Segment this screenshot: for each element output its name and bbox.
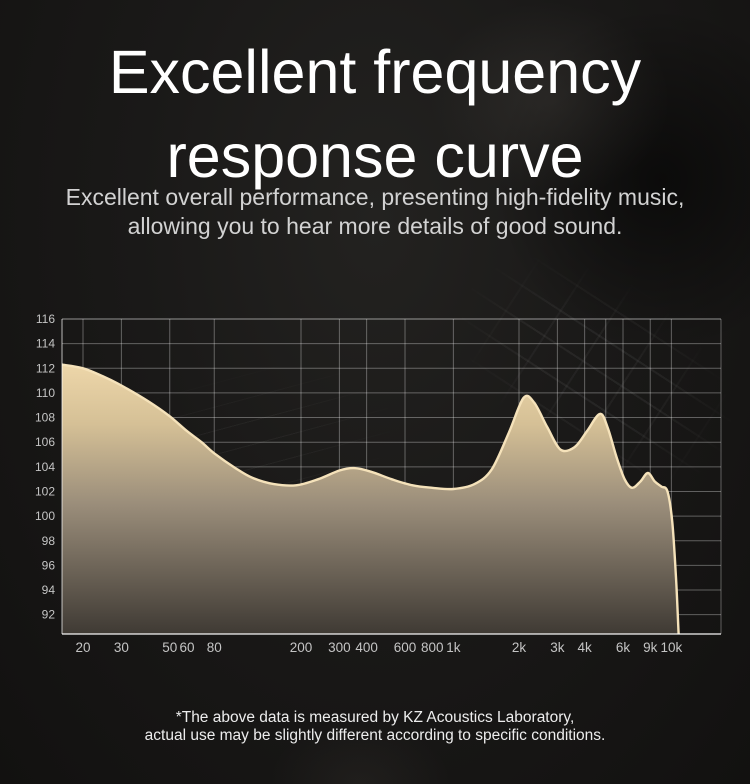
y-tick-label: 92 (42, 608, 56, 622)
footnote-line1: *The above data is measured by KZ Acoust… (175, 709, 575, 726)
x-axis-labels: 20 30 50 60 80 200 300 400 600 800 1k 2k 3k 4k 6k 9k 10k (75, 640, 682, 655)
x-tick-label: 2k (512, 640, 527, 655)
y-tick-label: 114 (36, 337, 55, 351)
page-title-line1: Excellent frequency (108, 38, 642, 106)
frequency-response-chart-svg: 116 114 112 110 108 106 104 102 100 98 96 94 92 20 30… (35, 312, 722, 655)
guitarist-arm-highlight (380, 0, 720, 240)
page-subtitle: Excellent overall performance, presentin… (0, 183, 750, 241)
chart-axes (61, 319, 721, 635)
y-tick-label: 116 (36, 312, 55, 326)
y-tick-label: 98 (42, 534, 56, 548)
x-tick-label: 1k (446, 640, 461, 655)
y-tick-label: 102 (35, 484, 55, 498)
page-subtitle-line2: allowing you to hear more details of goo… (127, 213, 623, 239)
x-tick-label: 10k (660, 640, 682, 655)
x-tick-label: 300 (328, 640, 351, 655)
guitarist-silhouette (430, 0, 750, 420)
x-tick-label: 20 (75, 640, 90, 655)
y-tick-label: 94 (42, 583, 56, 597)
response-curve-line (62, 363, 680, 634)
x-tick-label: 3k (550, 640, 565, 655)
y-tick-label: 104 (35, 460, 55, 474)
x-tick-label: 400 (355, 640, 378, 655)
y-tick-label: 112 (36, 361, 55, 375)
guitarist-hand-highlight (230, 690, 490, 784)
frequency-response-chart: 116 114 112 110 108 106 104 102 100 98 96 94 92 20 30… (0, 298, 750, 670)
x-tick-label: 200 (290, 640, 313, 655)
x-tick-label: 60 (179, 640, 194, 655)
y-tick-label: 96 (42, 558, 56, 572)
y-tick-label: 108 (35, 411, 55, 425)
page-title-line2: response curve (166, 122, 584, 190)
y-tick-label: 106 (35, 435, 55, 449)
page-subtitle-line1: Excellent overall performance, presentin… (65, 184, 685, 210)
x-tick-label: 600 (394, 640, 417, 655)
y-axis-labels: 116 114 112 110 108 106 104 102 100 98 96 94 92 (35, 312, 55, 622)
x-tick-label: 80 (207, 640, 222, 655)
response-curve-fill (62, 364, 679, 634)
footnote: *The above data is measured by KZ Acoust… (0, 709, 750, 745)
page-title: Excellent frequency response curve (0, 30, 750, 198)
x-tick-label: 6k (616, 640, 631, 655)
footnote-line2: actual use may be slightly different acc… (144, 727, 606, 744)
x-tick-label: 4k (577, 640, 592, 655)
x-tick-label: 50 (162, 640, 177, 655)
x-tick-label: 800 (421, 640, 444, 655)
y-tick-label: 110 (36, 386, 55, 400)
y-tick-label: 100 (35, 509, 55, 523)
x-tick-label: 9k (643, 640, 658, 655)
x-tick-label: 30 (114, 640, 129, 655)
